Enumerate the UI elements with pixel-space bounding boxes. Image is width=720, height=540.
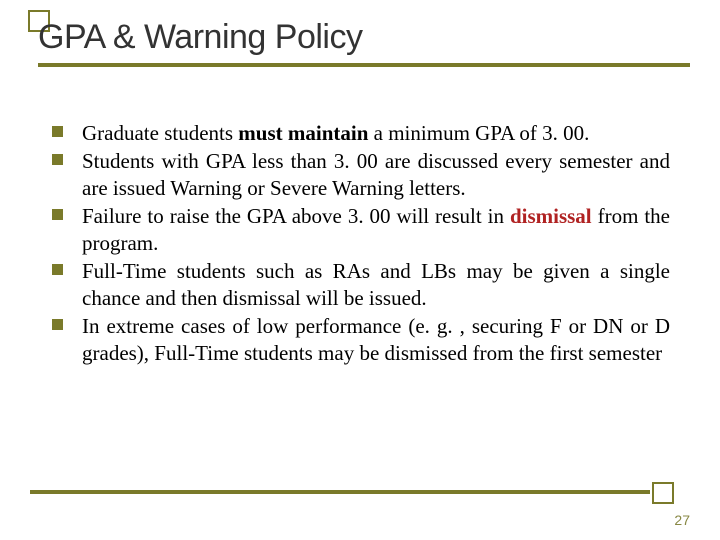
list-item: In extreme cases of low performance (e. …	[52, 313, 670, 367]
slide-title: GPA & Warning Policy	[38, 18, 690, 57]
list-item: Full-Time students such as RAs and LBs m…	[52, 258, 670, 312]
title-block: GPA & Warning Policy	[38, 18, 690, 67]
bottom-rule	[30, 490, 650, 494]
bullet-text: Full-Time students such as RAs and LBs m…	[82, 259, 670, 310]
list-item: Students with GPA less than 3. 00 are di…	[52, 148, 670, 202]
title-underline	[38, 63, 690, 67]
list-item: Failure to raise the GPA above 3. 00 wil…	[52, 203, 670, 257]
bottom-corner-accent	[652, 482, 674, 504]
bullet-text: Students with GPA less than 3. 00 are di…	[82, 149, 670, 200]
bullet-list: Graduate students must maintain a minimu…	[52, 120, 670, 368]
bullet-emph: must maintain	[238, 121, 368, 145]
bullet-text: Failure to raise the GPA above 3. 00 wil…	[82, 204, 510, 228]
bullet-emph-red: dismissal	[510, 204, 592, 228]
page-number: 27	[674, 512, 690, 528]
bullet-text: In extreme cases of low performance (e. …	[82, 314, 670, 365]
list-item: Graduate students must maintain a minimu…	[52, 120, 670, 147]
bullet-text: Graduate students	[82, 121, 238, 145]
bullet-text: a minimum GPA of 3. 00.	[368, 121, 589, 145]
